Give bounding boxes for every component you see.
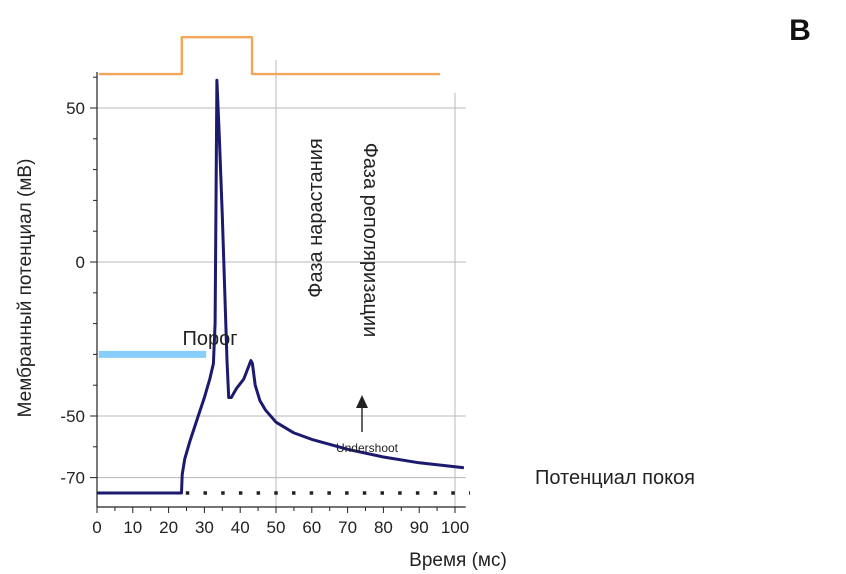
axes: 0 10 20 30 40 50 60 70 80 90 100 50 0 -50 -70 Время (мс… <box>15 72 507 571</box>
undershoot-label: Undershoot <box>336 441 399 455</box>
resting-potential-label: Потенциал покоя <box>535 467 695 489</box>
y-tick-label: 50 <box>66 99 85 118</box>
x-axis-title: Время (мс) <box>409 550 507 571</box>
repolarization-phase-label: Фаза реполяризации <box>359 143 381 338</box>
y-tick-label: -70 <box>60 469 85 488</box>
threshold-label: Порог <box>182 328 237 350</box>
x-tick-label: 40 <box>231 518 250 537</box>
stimulus-line <box>98 36 440 76</box>
x-tick-label: 70 <box>338 518 357 537</box>
panel-label: B <box>789 14 811 47</box>
annotations-layer: Порог Потенциал покоя Фаза нарастания Фаза … <box>182 14 810 489</box>
y-tick-label: -50 <box>60 407 85 426</box>
x-tick-label: 20 <box>159 518 178 537</box>
series-layer <box>97 36 470 495</box>
grid-lines <box>97 60 466 507</box>
x-tick-label: 30 <box>195 518 214 537</box>
x-tick-label: 80 <box>374 518 393 537</box>
x-tick-label: 100 <box>441 518 469 537</box>
x-tick-label: 60 <box>302 518 321 537</box>
y-tick-label: 0 <box>76 253 85 272</box>
rising-phase-label: Фаза нарастания <box>305 138 327 297</box>
x-tick-label: 90 <box>410 518 429 537</box>
y-axis-title: Мембранный потенциал (мВ) <box>15 159 36 418</box>
membrane-potential-line <box>97 78 465 495</box>
x-tick-label: 10 <box>123 518 142 537</box>
x-tick-label: 0 <box>92 518 101 537</box>
x-tick-label: 50 <box>267 518 286 537</box>
undershoot-arrow-head <box>356 395 368 408</box>
